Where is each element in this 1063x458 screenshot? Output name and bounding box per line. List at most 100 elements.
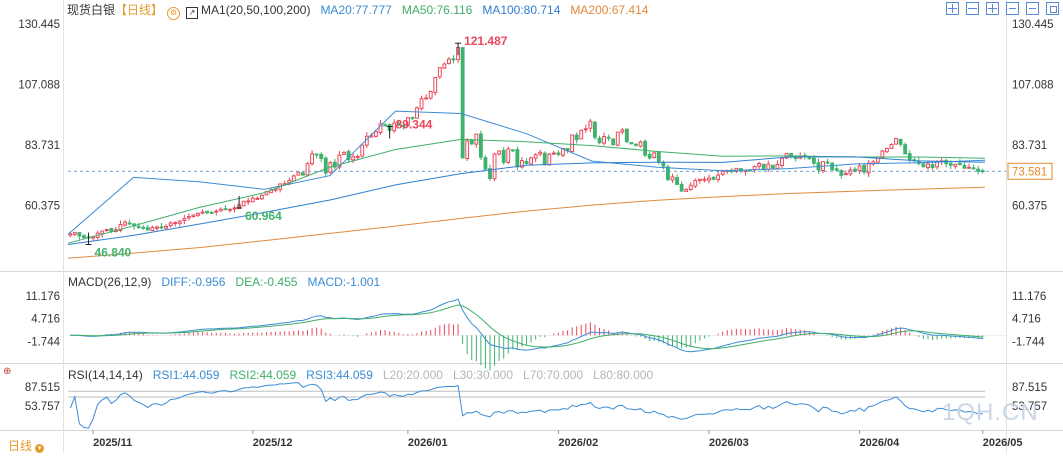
candle-body [401, 124, 406, 127]
zoom-out-icon[interactable] [966, 2, 979, 15]
candle-body [342, 152, 346, 155]
ma100-value: MA100:80.714 [482, 3, 561, 17]
candle-body [469, 139, 474, 145]
macd-tick-right: 4.716 [1012, 314, 1041, 326]
candle-body [789, 152, 794, 157]
candle-body [926, 163, 930, 169]
y-tick-left: 60.375 [25, 200, 60, 212]
candle-body [104, 228, 109, 231]
annotation-low-label: 60.964 [245, 209, 282, 223]
candle-body [460, 47, 465, 159]
candle-body [164, 225, 169, 229]
candle-body [948, 162, 953, 166]
candle-body [611, 138, 616, 146]
candle-body [930, 164, 935, 169]
rsi3-value: RSI3:44.059 [306, 368, 373, 382]
axes: 130.445 130.445 107.088 107.088 83.731 83.731… [18, 19, 1053, 449]
ma20-line [67, 110, 986, 235]
period-tab[interactable]: 日线 ▾ [8, 437, 45, 454]
candle-body [419, 98, 424, 110]
move-left-icon[interactable] [1006, 2, 1019, 15]
macd-tick-left: -1.744 [27, 336, 60, 348]
candle-body [501, 149, 506, 163]
candle-body [830, 162, 835, 171]
candle-body [624, 128, 629, 143]
candle-body [360, 144, 365, 157]
candle-body [291, 175, 296, 182]
candle-body [405, 117, 410, 127]
candle-body [451, 58, 456, 61]
candle-body [492, 153, 497, 180]
candle-body [967, 166, 971, 169]
candle-body [775, 163, 780, 170]
candle-body [862, 165, 867, 173]
candle-body [957, 162, 962, 165]
crosshair-icon[interactable]: ⊕ [3, 366, 12, 377]
candle-body [688, 184, 693, 190]
y-tick-right: 83.731 [1012, 140, 1047, 152]
candle-body [583, 128, 588, 131]
candle-body [647, 153, 652, 159]
candle-body [570, 134, 575, 153]
candle-body [825, 161, 830, 164]
candle-body [976, 168, 981, 172]
candle-body [68, 233, 73, 236]
candle-body [533, 154, 538, 159]
candle-body [597, 137, 602, 144]
annotation-low-label: 46.840 [95, 246, 132, 260]
rsi2-value: RSI2:44.059 [229, 368, 297, 382]
candle-body [246, 200, 251, 203]
candle-body [127, 222, 132, 225]
watermark: 1QH.CN [942, 399, 1039, 426]
candle-body [191, 214, 196, 217]
rsi-tick-left: 87.515 [25, 382, 60, 394]
candle-body [615, 131, 620, 146]
chevron-down-icon: ▾ [35, 444, 45, 453]
candle-body [433, 76, 438, 93]
macd-tick-left: 11.176 [26, 291, 60, 303]
pan-icon[interactable] [986, 2, 999, 15]
candle-body [232, 207, 237, 210]
candle-body [177, 220, 182, 224]
settings-icon[interactable]: ⚙ [167, 7, 181, 20]
candle-body [643, 140, 648, 156]
candle-body [392, 122, 397, 132]
macd-diff-line [70, 298, 983, 353]
candle-body [173, 221, 178, 225]
candle-body [606, 136, 611, 139]
candle-body [675, 177, 679, 185]
rsi-tick-right: 53.757 [1012, 401, 1047, 413]
y-tick-right: 60.375 [1012, 200, 1047, 212]
candle-body [524, 160, 529, 164]
candle-body [314, 153, 319, 156]
ma-indicator-icon[interactable]: ↗ [186, 7, 199, 19]
reset-icon[interactable] [1046, 2, 1059, 15]
candle-body [82, 235, 86, 239]
candle-body [848, 169, 853, 175]
zoom-in-icon[interactable] [946, 2, 959, 15]
candle-body [182, 218, 187, 221]
period-tab-label: 日线 [8, 439, 33, 453]
move-right-icon[interactable] [1026, 2, 1039, 15]
macd-legend: MACD(26,12,9) DIFF:-0.956 DEA:-0.455 MACD:-… [68, 275, 390, 289]
candle-body [629, 142, 634, 145]
candle-body [150, 226, 155, 232]
x-tick-label: 2026/04 [860, 437, 901, 449]
x-tick-label: 2026/02 [558, 437, 598, 449]
rsi-label: RSI(14,14,14) [68, 368, 143, 382]
candle-body [447, 58, 451, 65]
candle-body [259, 194, 264, 200]
candle-body [351, 156, 356, 161]
candle-body [542, 152, 547, 166]
ma20-value: MA20:77.777 [320, 3, 392, 17]
candle-body [296, 171, 301, 176]
candle-body [141, 226, 146, 229]
candle-body [478, 133, 483, 158]
ma-label: MA1(20,50,100,200) [201, 3, 311, 17]
candle-body [136, 225, 141, 228]
candle-body [684, 188, 689, 192]
candle-body [574, 134, 579, 141]
candle-body [465, 140, 470, 160]
candle-body [766, 163, 771, 170]
candle-body [378, 123, 383, 134]
